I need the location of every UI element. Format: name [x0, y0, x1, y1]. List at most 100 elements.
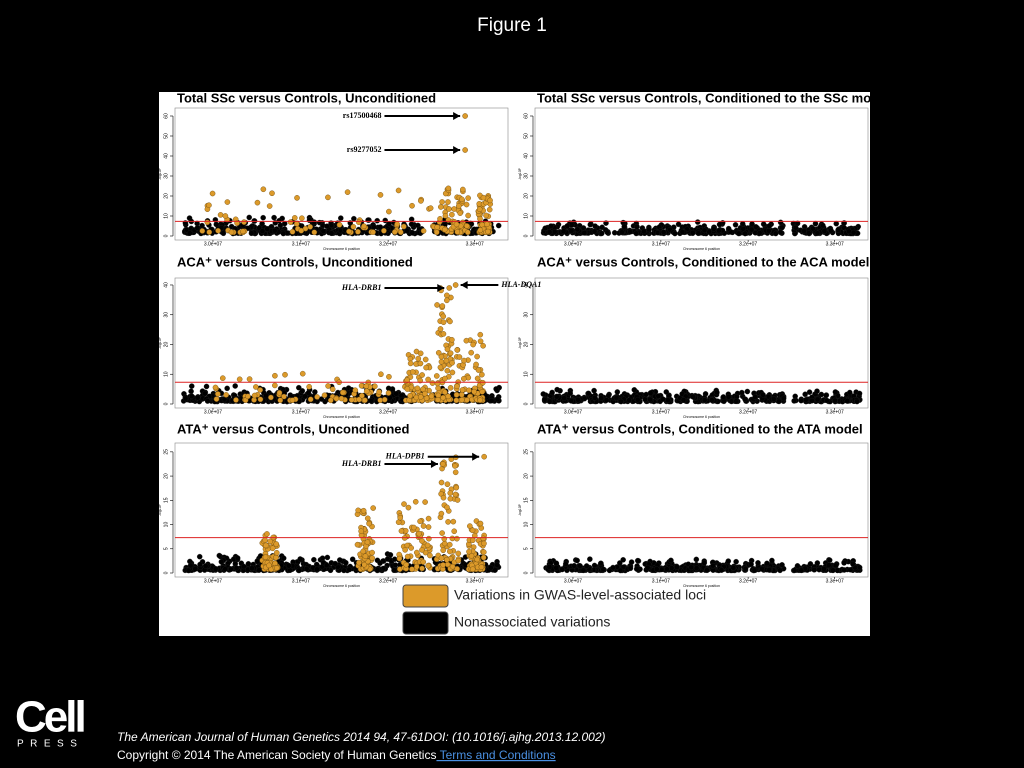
x-tick-label: 3.2e+07 [739, 241, 757, 247]
point [391, 229, 398, 235]
point [350, 224, 357, 230]
point [814, 560, 821, 566]
point [627, 229, 633, 235]
y-tick-label: 5 [163, 547, 169, 550]
point [732, 222, 739, 228]
point [769, 557, 775, 564]
point [454, 347, 461, 353]
terms-link[interactable]: Terms and Conditions [436, 748, 555, 762]
point [634, 223, 640, 230]
point [449, 337, 455, 343]
point [361, 223, 367, 229]
point [546, 564, 553, 570]
point [451, 206, 457, 212]
point [663, 389, 670, 395]
point [780, 395, 787, 402]
point [456, 354, 463, 360]
point [296, 567, 302, 574]
point [440, 394, 446, 401]
point [664, 566, 670, 572]
point [466, 548, 472, 555]
point [194, 394, 201, 401]
point [414, 385, 421, 392]
y-axis-label: -log10P [158, 503, 162, 516]
point [468, 349, 474, 356]
point [402, 547, 408, 553]
y-tick-label: 10 [523, 371, 529, 377]
point [289, 397, 296, 403]
point [617, 560, 623, 566]
point [420, 523, 427, 529]
x-axis-label: Chromosome 6 position [323, 584, 360, 588]
x-tick-label: 3.1e+07 [652, 578, 670, 584]
point [477, 331, 484, 338]
legend-label: Variations in GWAS-level-associated loci [454, 587, 706, 603]
point [459, 387, 466, 393]
point [435, 349, 442, 356]
point [689, 229, 696, 236]
point [438, 204, 444, 210]
annotation-label: HLA-DPB1 [385, 452, 425, 461]
y-tick-label: 60 [163, 113, 169, 119]
point [444, 481, 451, 488]
point [856, 564, 863, 571]
annotated-point [446, 285, 453, 291]
point [628, 559, 635, 565]
point [455, 550, 462, 557]
point [439, 530, 445, 536]
point [618, 398, 624, 405]
point [395, 187, 402, 194]
point [620, 557, 626, 563]
y-tick-label: 40 [163, 282, 169, 288]
point [461, 375, 467, 382]
point [409, 369, 416, 375]
panel-title: ATA⁺ versus Controls, Conditioned to the… [537, 421, 863, 436]
point [311, 229, 318, 236]
point [752, 394, 758, 400]
point [298, 227, 305, 234]
point [487, 197, 493, 204]
point [277, 397, 284, 404]
point [212, 566, 219, 572]
legend-swatch [402, 611, 449, 635]
x-tick-label: 3.0e+07 [564, 578, 582, 584]
legend-label: Nonassociated variations [454, 614, 610, 630]
point [604, 229, 611, 236]
y-tick-label: 20 [163, 341, 169, 347]
point [660, 396, 666, 402]
point [748, 561, 754, 568]
point [356, 559, 362, 566]
point [303, 566, 310, 572]
point [546, 229, 553, 235]
point [473, 361, 479, 368]
y-tick-label: 0 [523, 571, 529, 574]
point [346, 566, 353, 573]
point [228, 566, 234, 572]
scatter-points [540, 386, 863, 405]
point [363, 388, 370, 395]
point [393, 390, 400, 397]
point [610, 564, 616, 571]
point [742, 230, 748, 237]
point [779, 224, 785, 231]
point [405, 504, 412, 511]
point [419, 372, 425, 378]
point [224, 385, 230, 392]
point [434, 224, 440, 230]
point [710, 562, 716, 569]
y-tick-label: 15 [523, 497, 529, 503]
point [485, 228, 491, 235]
point [351, 215, 357, 222]
point [452, 463, 458, 469]
point [249, 565, 255, 572]
point [216, 552, 223, 559]
scatter-points [181, 185, 502, 237]
point [240, 228, 246, 235]
point [480, 554, 487, 561]
point [422, 390, 428, 397]
point [480, 194, 487, 201]
panel-title: ACA⁺ versus Controls, Unconditioned [177, 254, 413, 269]
point [422, 356, 429, 363]
point [381, 227, 387, 234]
